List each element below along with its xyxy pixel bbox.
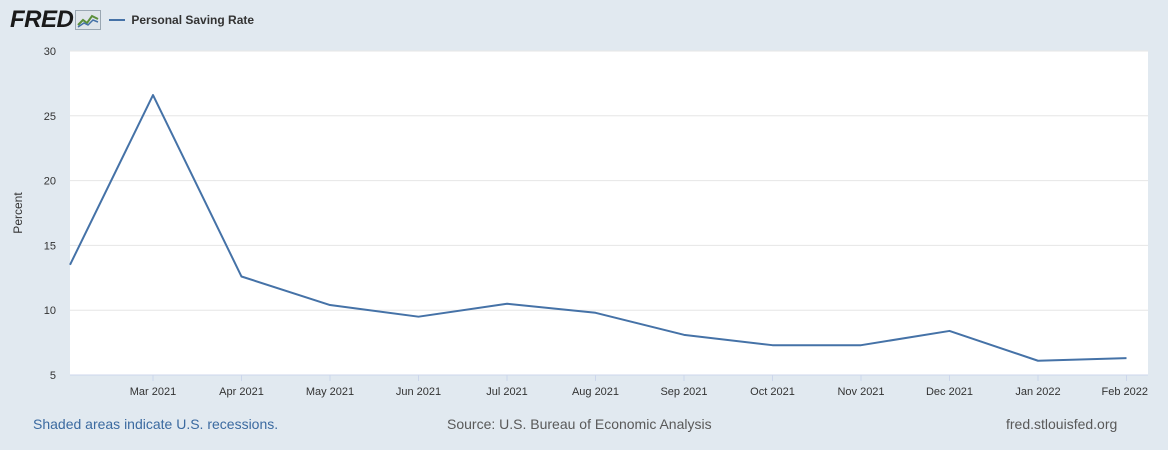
y-tick-label: 30 xyxy=(44,46,56,58)
y-axis-ticks: 5 10 15 20 25 30 xyxy=(44,46,56,382)
data-point[interactable] xyxy=(1121,352,1133,364)
fred-logo-text: FRED xyxy=(10,6,74,33)
site-link[interactable]: fred.stlouisfed.org xyxy=(1006,416,1118,432)
y-tick-label: 20 xyxy=(44,176,56,188)
x-tick-label: Apr 2021 xyxy=(219,386,264,398)
data-point[interactable] xyxy=(64,259,76,271)
y-axis-label: Percent xyxy=(11,192,25,234)
x-tick-label: Aug 2021 xyxy=(572,386,619,398)
y-tick-label: 25 xyxy=(44,111,56,123)
grid-lines xyxy=(70,50,1148,376)
recession-note-link[interactable]: Shaded areas indicate U.S. recessions. xyxy=(33,416,279,432)
chart-legend[interactable]: Personal Saving Rate xyxy=(109,13,254,27)
source-note: Source: U.S. Bureau of Economic Analysis xyxy=(447,416,712,432)
x-tick-label: Dec 2021 xyxy=(926,386,973,398)
y-tick-label: 5 xyxy=(50,370,56,382)
x-tick-label: Sep 2021 xyxy=(660,386,707,398)
data-point[interactable] xyxy=(944,325,956,337)
legend-swatch xyxy=(109,19,126,21)
data-point[interactable] xyxy=(678,329,690,341)
x-tick-label: Nov 2021 xyxy=(837,386,884,398)
x-tick-label: Jul 2021 xyxy=(486,386,528,398)
legend-series-label: Personal Saving Rate xyxy=(131,13,255,27)
x-tick-label: Feb 2022 xyxy=(1102,386,1148,398)
data-point[interactable] xyxy=(236,271,248,283)
series-line[interactable] xyxy=(69,94,1127,362)
data-point[interactable] xyxy=(590,307,602,319)
y-tick-label: 10 xyxy=(44,305,56,317)
data-point[interactable] xyxy=(855,339,867,351)
y-tick-label: 15 xyxy=(44,240,56,252)
x-tick-label: Oct 2021 xyxy=(750,386,795,398)
chart-header: FRED Personal Saving Rate xyxy=(10,6,254,34)
x-tick-label: Jan 2022 xyxy=(1015,386,1060,398)
fred-graph-icon xyxy=(75,10,102,30)
plot-area xyxy=(70,51,1148,375)
data-point[interactable] xyxy=(1032,355,1044,367)
data-point[interactable] xyxy=(413,311,425,323)
series-layer xyxy=(64,89,1133,367)
data-point[interactable] xyxy=(147,89,159,101)
x-tick-label: Jun 2021 xyxy=(396,386,441,398)
x-axis-ticks: Mar 2021 Apr 2021 May 2021 Jun 2021 Jul 2021… xyxy=(130,375,1148,398)
x-tick-label: May 2021 xyxy=(306,386,354,398)
data-point[interactable] xyxy=(501,298,513,310)
chart-canvas: 5 10 15 20 25 30 Mar 2021 Apr 2021 May 2021 Jun … xyxy=(11,46,1148,398)
x-tick-label: Mar 2021 xyxy=(130,386,176,398)
fred-logo[interactable]: FRED xyxy=(10,6,102,34)
data-point[interactable] xyxy=(767,339,779,351)
data-point[interactable] xyxy=(324,299,336,311)
